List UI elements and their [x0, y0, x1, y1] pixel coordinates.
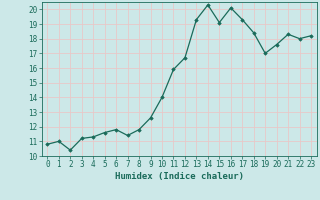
- X-axis label: Humidex (Indice chaleur): Humidex (Indice chaleur): [115, 172, 244, 181]
